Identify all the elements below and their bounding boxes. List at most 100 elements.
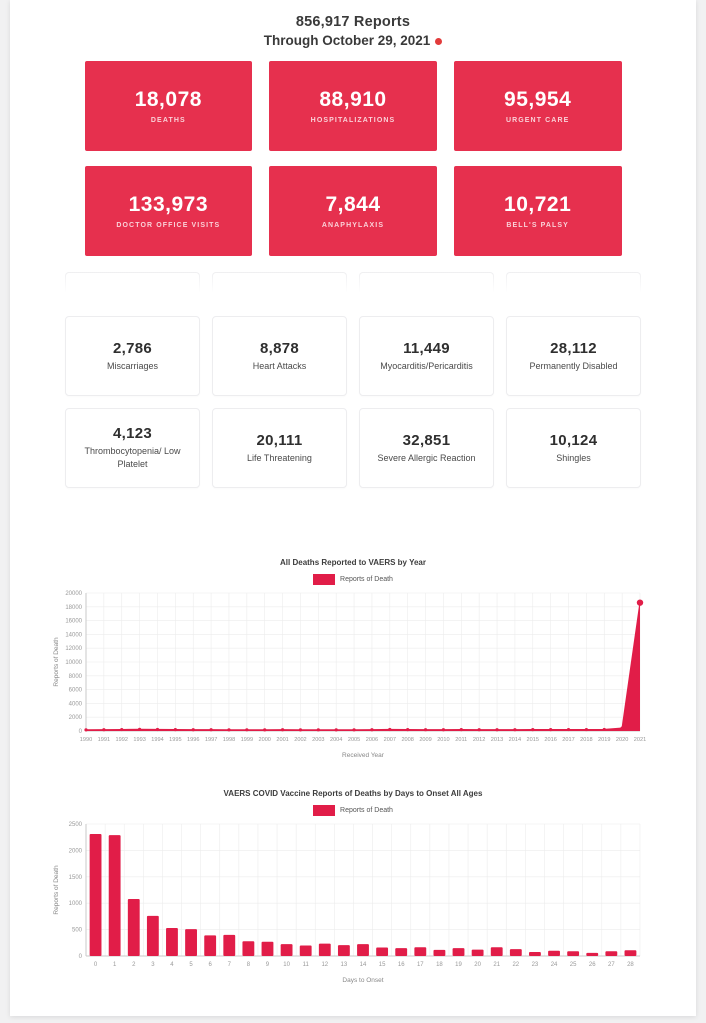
svg-text:6: 6	[209, 962, 213, 968]
svg-text:16: 16	[398, 962, 405, 968]
legend-label: Reports of Death	[340, 807, 393, 814]
svg-text:2005: 2005	[348, 737, 360, 743]
svg-text:2: 2	[132, 962, 136, 968]
stat-card-deaths: 18,078 DEATHS	[84, 61, 253, 151]
svg-text:2500: 2500	[69, 822, 83, 828]
deaths-by-year-chart: All Deaths Reported to VAERS by Year Rep…	[50, 558, 656, 761]
chart-plot: 0 2000 4000 6000 8000 10000 12000 14000 16000 180…	[53, 591, 646, 759]
svg-text:2001: 2001	[276, 737, 288, 743]
svg-text:1: 1	[113, 962, 117, 968]
hidden-card-placeholder	[212, 272, 347, 294]
svg-text:28: 28	[627, 962, 634, 968]
svg-text:2015: 2015	[527, 737, 539, 743]
svg-text:14000: 14000	[65, 632, 82, 638]
stat-card-permanently-disabled: 28,112 Permanently Disabled	[506, 316, 641, 396]
svg-text:2002: 2002	[294, 737, 306, 743]
stat-value: 88,910	[319, 88, 387, 111]
svg-text:500: 500	[72, 928, 83, 934]
through-date-text: Through October 29, 2021	[263, 33, 431, 48]
svg-text:2011: 2011	[455, 737, 467, 743]
stat-label: BELL'S PALSY	[506, 222, 569, 229]
tick-labels: 0 2000 4000 6000 8000 10000 12000 14000 16000 180…	[65, 591, 646, 743]
hidden-card-placeholder	[65, 272, 200, 294]
svg-text:1993: 1993	[133, 737, 145, 743]
stat-card-shingles: 10,124 Shingles	[506, 408, 641, 488]
svg-text:1997: 1997	[205, 737, 217, 743]
legend-swatch	[313, 805, 336, 816]
svg-text:8000: 8000	[69, 674, 83, 680]
svg-text:2008: 2008	[401, 737, 413, 743]
svg-text:1500: 1500	[69, 875, 83, 881]
stat-label: ANAPHYLAXIS	[321, 222, 385, 229]
stat-label: URGENT CARE	[505, 117, 570, 124]
svg-text:2004: 2004	[330, 737, 342, 743]
svg-text:21: 21	[493, 962, 500, 968]
stat-card-heart-attacks: 8,878 Heart Attacks	[212, 316, 347, 396]
stat-card-life-threatening: 20,111 Life Threatening	[212, 408, 347, 488]
stat-value: 7,844	[325, 193, 381, 216]
svg-text:8: 8	[247, 962, 251, 968]
svg-text:2007: 2007	[384, 737, 396, 743]
svg-text:0: 0	[79, 954, 83, 960]
svg-text:1994: 1994	[151, 737, 163, 743]
svg-text:2000: 2000	[69, 715, 83, 721]
svg-text:2021: 2021	[634, 737, 646, 743]
stat-value: 28,112	[550, 339, 597, 357]
svg-text:26: 26	[589, 962, 596, 968]
svg-text:2000: 2000	[258, 737, 270, 743]
stat-value: 10,721	[504, 193, 572, 216]
svg-text:2009: 2009	[419, 737, 431, 743]
svg-text:2014: 2014	[509, 737, 521, 743]
bar-series	[89, 834, 637, 956]
svg-text:9: 9	[266, 962, 270, 968]
svg-text:2020: 2020	[616, 737, 628, 743]
svg-text:1995: 1995	[169, 737, 181, 743]
legend-swatch	[313, 574, 336, 585]
svg-text:2019: 2019	[598, 737, 610, 743]
svg-text:1991: 1991	[98, 737, 110, 743]
svg-text:24: 24	[551, 962, 558, 968]
svg-text:18: 18	[436, 962, 443, 968]
y-axis-label: Reports of Death	[53, 637, 60, 687]
stat-label: Myocarditis/Pericarditis	[380, 360, 473, 371]
stat-card-urgent-care: 95,954 URGENT CARE	[453, 61, 622, 151]
y-axis-label: Reports of Death	[53, 865, 60, 915]
svg-text:27: 27	[608, 962, 615, 968]
svg-text:1998: 1998	[223, 737, 235, 743]
svg-text:6000: 6000	[69, 688, 83, 694]
svg-text:16000: 16000	[65, 619, 82, 625]
svg-text:2016: 2016	[544, 737, 556, 743]
deaths-by-days-to-onset-chart: VAERS COVID Vaccine Reports of Deaths by…	[50, 789, 656, 986]
stat-value: 133,973	[128, 193, 209, 216]
chart-title: VAERS COVID Vaccine Reports of Deaths by…	[223, 789, 483, 798]
svg-text:1992: 1992	[116, 737, 128, 743]
stat-value: 20,111	[256, 431, 303, 449]
secondary-stats-grid: 2,786 Miscarriages 8,878 Heart Attacks 11,44…	[65, 316, 641, 488]
svg-text:5: 5	[189, 962, 193, 968]
svg-text:4: 4	[170, 962, 174, 968]
stat-card-thrombocytopenia-low-platelet: 4,123 Thrombocytopenia/ Low Platelet	[65, 408, 200, 488]
svg-text:1999: 1999	[241, 737, 253, 743]
stat-card-hospitalizations: 88,910 HOSPITALIZATIONS	[269, 61, 437, 151]
svg-text:14: 14	[360, 962, 367, 968]
chart-legend[interactable]: Reports of Death	[50, 574, 656, 585]
svg-text:2018: 2018	[580, 737, 592, 743]
stat-value: 18,078	[134, 88, 202, 111]
svg-text:20: 20	[474, 962, 481, 968]
hidden-card-placeholder	[506, 272, 641, 294]
svg-text:19: 19	[455, 962, 462, 968]
svg-text:25: 25	[570, 962, 577, 968]
severe-stats-grid: 18,078 DEATHS 88,910 HOSPITALIZATIONS 95,954…	[84, 61, 622, 256]
svg-text:15: 15	[379, 962, 386, 968]
stat-label: Thrombocytopenia/ Low Platelet	[84, 446, 181, 469]
svg-text:12000: 12000	[65, 646, 82, 652]
svg-text:7: 7	[228, 962, 232, 968]
svg-text:2006: 2006	[366, 737, 378, 743]
chart-legend[interactable]: Reports of Death	[50, 805, 656, 816]
stat-label: Miscarriages	[106, 360, 158, 371]
svg-text:10: 10	[283, 962, 290, 968]
stat-label: Life Threatening	[247, 452, 312, 463]
stat-card-miscarriages: 2,786 Miscarriages	[65, 316, 200, 396]
